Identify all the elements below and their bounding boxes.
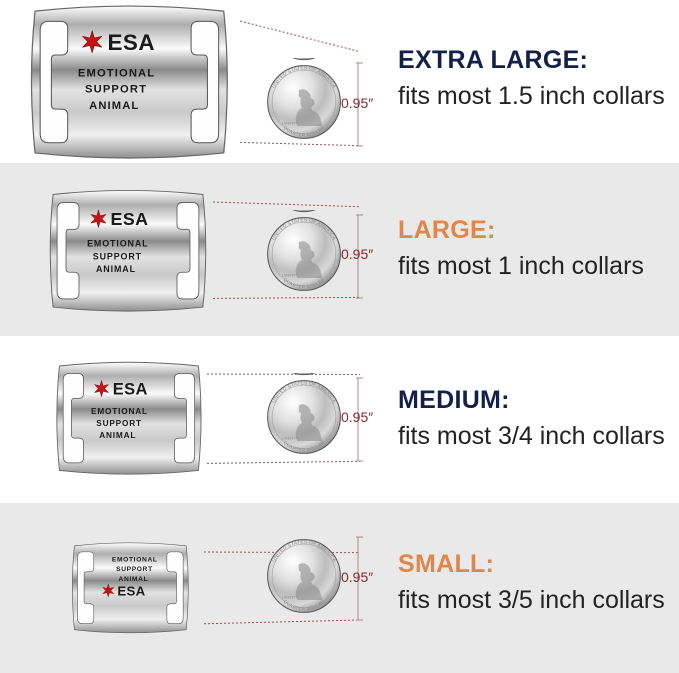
svg-text:ESA: ESA [108,30,156,55]
svg-text:EMOTIONAL: EMOTIONAL [78,67,155,79]
svg-text:EMOTIONAL: EMOTIONAL [91,407,148,416]
svg-text:SUPPORT: SUPPORT [85,84,147,96]
svg-text:SUPPORT: SUPPORT [116,567,153,574]
svg-text:ANIMAL: ANIMAL [89,100,139,112]
svg-text:ANIMAL: ANIMAL [96,264,136,274]
svg-text:SUPPORT: SUPPORT [96,419,142,428]
svg-text:EMOTIONAL: EMOTIONAL [87,238,148,248]
svg-text:ANIMAL: ANIMAL [99,431,136,440]
svg-text:ESA: ESA [117,584,145,599]
svg-text:ANIMAL: ANIMAL [118,576,148,583]
svg-text:ESA: ESA [111,209,149,229]
svg-text:ESA: ESA [112,380,147,399]
svg-text:SUPPORT: SUPPORT [93,251,142,261]
svg-text:EMOTIONAL: EMOTIONAL [111,557,157,564]
